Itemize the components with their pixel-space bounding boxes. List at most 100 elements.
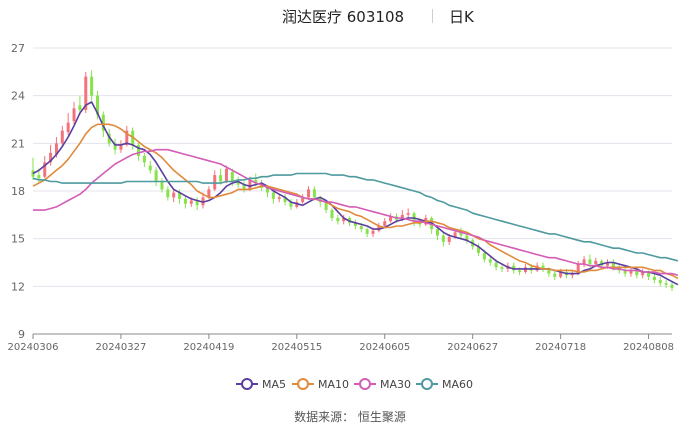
- candle-body: [359, 225, 363, 230]
- data-source: 数据来源： 恒生聚源: [294, 410, 406, 424]
- legend-item-ma30[interactable]: MA30: [354, 374, 411, 394]
- legend-ma5-label: MA5: [262, 377, 287, 391]
- candle-body: [453, 232, 457, 238]
- candle-body: [78, 105, 82, 110]
- candle: [142, 152, 146, 168]
- candle-body: [623, 270, 627, 274]
- candle-body: [582, 259, 586, 265]
- candle: [113, 138, 117, 155]
- y-tick-label: 18: [11, 185, 25, 198]
- candle: [652, 273, 656, 284]
- candle-body: [242, 184, 246, 190]
- candle-body: [119, 144, 123, 150]
- candle-body: [254, 179, 258, 184]
- candle-body: [365, 229, 369, 234]
- legend: MA5 MA10 MA30 MA60: [0, 374, 700, 394]
- series-line-ma30: [33, 148, 679, 276]
- candle-body: [160, 181, 164, 190]
- candle-body: [213, 175, 217, 190]
- candle-body: [125, 130, 129, 145]
- candle: [224, 165, 228, 184]
- legend-ma30-swatch: [354, 378, 376, 390]
- candle: [500, 264, 504, 273]
- candle-body: [512, 265, 516, 271]
- candle: [60, 125, 64, 147]
- candle-body: [342, 218, 346, 222]
- period-label: 日K: [449, 8, 474, 26]
- candle-body: [54, 143, 58, 155]
- candle: [166, 186, 170, 201]
- candle: [670, 281, 674, 292]
- candle: [377, 222, 381, 233]
- candle-body: [406, 213, 410, 215]
- candle: [271, 191, 275, 204]
- legend-item-ma60[interactable]: MA60: [416, 374, 473, 394]
- candle-body: [606, 262, 610, 266]
- candle-body: [84, 76, 88, 110]
- candle: [49, 144, 53, 166]
- series-line-ma10: [32, 123, 679, 280]
- candle-body: [271, 192, 275, 199]
- candle: [336, 214, 340, 225]
- candle-body: [477, 246, 481, 253]
- candle-body: [148, 165, 152, 171]
- y-tick-label: 9: [18, 328, 25, 341]
- x-tick-label: 20240327: [95, 342, 146, 353]
- y-tick-label: 21: [11, 137, 25, 150]
- chart-title: 润达医疗 603108 日K: [0, 4, 700, 26]
- legend-ma60-dot: [421, 378, 433, 390]
- candle: [641, 268, 645, 279]
- candle: [441, 232, 445, 247]
- candles: [31, 70, 674, 292]
- candle-body: [488, 259, 492, 263]
- candle-body: [289, 202, 293, 207]
- series-line-ma5: [32, 101, 679, 286]
- legend-item-ma5[interactable]: MA5: [236, 374, 286, 394]
- legend-ma5-swatch: [236, 378, 258, 390]
- grid: [33, 47, 672, 335]
- candle-body: [658, 279, 662, 284]
- candle: [31, 157, 35, 180]
- candle-body: [154, 170, 158, 182]
- legend-item-ma10[interactable]: MA10: [292, 374, 349, 394]
- candle-body: [207, 189, 211, 198]
- candle-body: [101, 114, 105, 131]
- axes: 9 12 15 18 21 24 27 20240306 20240327 20240419 202…: [8, 42, 674, 353]
- candle-body: [330, 210, 334, 219]
- ma-lines: [32, 101, 679, 286]
- candle-body: [371, 230, 375, 234]
- x-tick-label: 20240306: [8, 342, 59, 353]
- candle: [137, 141, 141, 161]
- candle-body: [301, 197, 305, 203]
- candle: [72, 102, 76, 126]
- candle-body: [283, 197, 287, 203]
- candle-body: [670, 284, 674, 288]
- candle-body: [189, 200, 193, 204]
- candle-body: [195, 200, 199, 206]
- legend-ma30-dot: [359, 378, 371, 390]
- candle: [406, 208, 410, 219]
- candle-body: [553, 273, 557, 277]
- y-tick-label: 12: [11, 280, 25, 293]
- candle-body: [447, 237, 451, 242]
- candle: [553, 270, 557, 280]
- candle-body: [629, 270, 633, 274]
- candle-body: [570, 273, 574, 276]
- candle: [488, 256, 492, 266]
- candle: [477, 243, 481, 257]
- series-line-ma60: [32, 172, 679, 262]
- stock-name: 润达医疗 603108: [282, 8, 405, 26]
- candle-body: [248, 179, 252, 190]
- candle-body: [224, 168, 228, 182]
- candle-body: [312, 189, 316, 198]
- candle-body: [641, 272, 645, 276]
- candle-body: [166, 189, 170, 198]
- candle: [658, 276, 662, 287]
- candle-body: [307, 189, 311, 198]
- title-divider: [432, 9, 433, 23]
- candle-body: [389, 216, 393, 222]
- x-tick-label: 20240808: [623, 342, 674, 353]
- legend-ma10-label: MA10: [318, 377, 350, 391]
- candle: [242, 181, 246, 193]
- candle-body: [576, 264, 580, 274]
